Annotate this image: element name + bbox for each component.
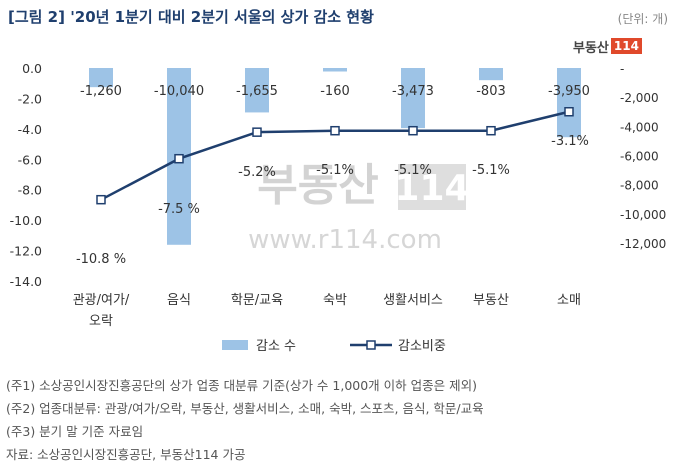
line-marker — [96, 194, 106, 205]
right-tick-label: - — [620, 62, 624, 76]
chart-canvas: 부동산 114 www.r114.com 0.0 -2.0 -4.0 -6.0 -8.0 -1… — [10, 61, 667, 354]
brand-logo-text: 부동산 — [573, 40, 609, 56]
line-value-label: -3.1% — [551, 134, 589, 149]
legend: 감소 수 감소비중 — [222, 339, 446, 354]
legend-line-marker — [366, 340, 376, 350]
left-tick-label: -14.0 — [10, 274, 42, 289]
line-marker — [486, 125, 496, 136]
line-series — [96, 107, 574, 205]
bar-value-label: -160 — [320, 84, 350, 99]
left-tick-label: -8.0 — [18, 183, 42, 198]
brand-logo-badge: 114 — [610, 38, 642, 54]
right-tick-label: -4,000 — [620, 120, 659, 134]
line-value-label: -10.8 % — [76, 252, 126, 267]
unit-label: (단위: 개) — [617, 12, 668, 26]
right-tick-label: -6,000 — [620, 150, 659, 164]
line-marker — [564, 107, 574, 117]
watermark-brand: 부동산 — [257, 160, 378, 211]
left-tick-label: -6.0 — [18, 152, 42, 167]
line-value-label: -5.1% — [394, 163, 432, 178]
bar-value-label: -803 — [476, 84, 506, 99]
right-tick-label: -10,000 — [620, 208, 666, 222]
bar-value-label: -3,473 — [392, 84, 434, 99]
line-value-label: -5.2% — [238, 165, 276, 180]
left-tick-label: -10.0 — [10, 213, 42, 228]
category-label: 음식 — [167, 293, 191, 308]
footnote: (주1) 소상공인시장진흥공단의 상가 업종 대분류 기준(상가 수 1,000… — [6, 378, 477, 393]
bar-value-label: -1,655 — [236, 84, 278, 99]
left-axis: 0.0 -2.0 -4.0 -6.0 -8.0 -10.0 -12.0 -14.0 — [10, 61, 42, 289]
legend-label: 감소비중 — [398, 339, 446, 354]
bar — [323, 68, 347, 72]
legend-label: 감소 수 — [256, 339, 296, 354]
line-marker — [174, 153, 184, 164]
right-tick-label: -2,000 — [620, 91, 659, 105]
left-tick-label: -4.0 — [18, 122, 42, 137]
category-label: 부동산 — [473, 293, 509, 308]
category-label: 숙박 — [323, 293, 347, 308]
right-axis: - -2,000 -4,000 -6,000 -8,000 -10,000 -12,000 — [620, 62, 666, 251]
footnote: (주2) 업종대분류: 관광/여가/오락, 부동산, 생활서비스, 소매, 숙박… — [6, 401, 484, 416]
footnotes: (주1) 소상공인시장진흥공단의 상가 업종 대분류 기준(상가 수 1,000… — [6, 374, 484, 466]
bar — [401, 68, 425, 129]
bar — [89, 68, 113, 88]
bar-value-label: -1,260 — [80, 84, 122, 99]
footnote: 자료: 소상공인시장진흥공단, 부동산114 가공 — [6, 447, 246, 462]
watermark-url: www.r114.com — [248, 225, 442, 255]
category-axis: 관광/여가/오락 음식 학문/교육 숙박 생활서비스 부동산 소매 — [73, 293, 581, 329]
line-value-label: -5.1% — [472, 163, 510, 178]
bar-value-labels: -1,260 -10,040 -1,655 -160 -3,473 -803 -3,950 — [80, 84, 590, 99]
brand-logo: 부동산 114 — [573, 36, 642, 56]
category-label: 소매 — [557, 293, 581, 308]
watermark-badge: 114 — [394, 168, 469, 209]
right-tick-label: -8,000 — [620, 179, 659, 193]
bar — [479, 68, 503, 81]
line-marker — [330, 125, 340, 136]
watermark-badge-box — [398, 164, 466, 210]
line-value-labels: -10.8 % -7.5 % -5.2% -5.1% -5.1% -5.1% -3.1% — [76, 134, 589, 267]
category-label: 생활서비스 — [383, 293, 443, 308]
watermark: 부동산 114 www.r114.com — [248, 160, 469, 255]
bar — [557, 68, 581, 138]
line-value-label: -7.5 % — [158, 202, 200, 217]
right-tick-label: -12,000 — [620, 237, 666, 251]
bar-value-label: -10,040 — [154, 84, 204, 99]
bar-value-label: -3,950 — [548, 84, 590, 99]
line-value-label: -5.1% — [316, 163, 354, 178]
footnote: (주3) 분기 말 기준 자료임 — [6, 424, 144, 439]
bar — [245, 68, 269, 113]
legend-bar-swatch — [222, 340, 248, 350]
line-marker — [252, 127, 262, 137]
left-tick-label: 0.0 — [22, 61, 42, 76]
category-label: 관광/여가/ — [73, 293, 130, 308]
left-tick-label: -2.0 — [18, 91, 42, 106]
category-label: 학문/교육 — [231, 293, 283, 308]
category-label: 오락 — [89, 314, 113, 329]
chart-title: [그림 2] '20년 1분기 대비 2분기 서울의 상가 감소 현황 — [8, 8, 374, 26]
left-tick-label: -12.0 — [10, 244, 42, 259]
line-marker — [408, 125, 418, 136]
